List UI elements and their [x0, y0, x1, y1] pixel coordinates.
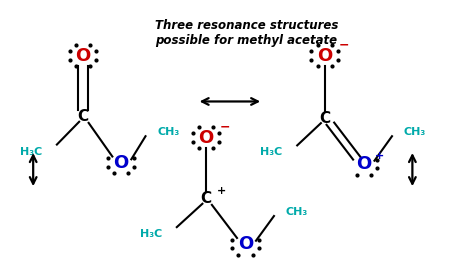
Text: CH₃: CH₃ [404, 127, 426, 137]
Text: −: − [338, 39, 349, 51]
Text: Three resonance structures
possible for methyl acetate: Three resonance structures possible for … [155, 19, 338, 47]
Text: O: O [356, 155, 372, 173]
Text: C: C [201, 191, 212, 206]
Text: H₃C: H₃C [20, 147, 42, 157]
Text: H₃C: H₃C [260, 147, 282, 157]
Text: CH₃: CH₃ [286, 207, 308, 217]
Text: +: + [217, 186, 226, 196]
Text: O: O [75, 47, 91, 64]
Text: O: O [199, 129, 214, 147]
Text: O: O [238, 235, 253, 253]
Text: H₃C: H₃C [140, 229, 162, 239]
Text: C: C [77, 109, 89, 124]
Text: O: O [317, 47, 332, 64]
Text: CH₃: CH₃ [157, 127, 179, 137]
Text: +: + [375, 151, 384, 161]
Text: C: C [319, 111, 330, 126]
Text: O: O [113, 154, 128, 172]
Text: −: − [220, 121, 230, 133]
